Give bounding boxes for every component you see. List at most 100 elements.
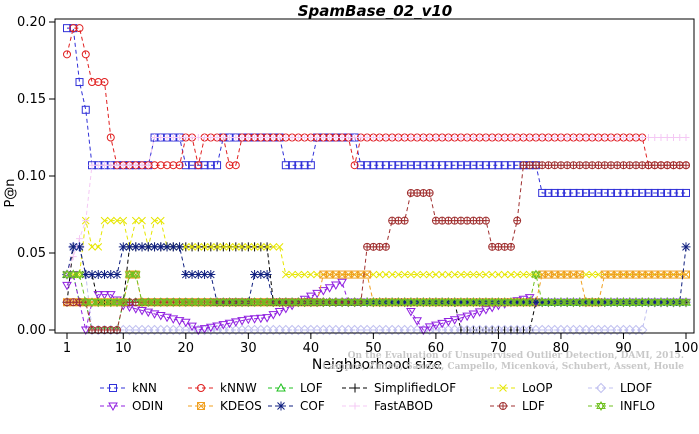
data-point-knn [456,161,465,170]
data-point-knnw [88,78,97,87]
data-point-inflo [512,297,523,308]
data-point-loop [244,242,253,251]
data-point-inflo [349,297,360,308]
credit-line-2: On the Evaluation of Unsupervised Outlie… [348,351,684,361]
data-point-inflo [474,297,485,308]
data-point-loop [457,270,465,279]
data-point-ldof [637,324,648,336]
data-point-knn [544,188,553,197]
data-point-loop [281,270,290,279]
data-point-inflo [305,297,316,308]
data-point-loop [119,216,128,225]
data-point-kdeos [682,270,690,279]
data-point-knn [682,188,690,197]
data-point-fastabod [226,134,234,141]
data-point-odin [237,317,247,326]
data-point-fastabod [457,134,465,141]
data-point-inflo [330,297,341,308]
data-point-knn [281,161,290,170]
data-point-knn [375,161,384,170]
data-point-cof [156,242,166,252]
legend-marker-fastabod [351,402,359,410]
data-point-knn [619,188,628,197]
data-point-inflo [293,297,304,308]
data-point-inflo [324,297,335,308]
data-point-loop [507,270,515,279]
series-line-knnw [66,27,686,166]
data-point-inflo [649,297,660,308]
data-point-loop [200,242,209,251]
series-line-fastabod [66,137,686,275]
data-point-knn [438,161,447,170]
data-point-knn [675,188,684,197]
data-point-cof [137,242,147,252]
data-point-loop [156,216,165,225]
y-tick-label: 0.15 [17,92,46,107]
data-point-cof [456,297,466,307]
data-point-loop [500,270,509,279]
data-point-knn [669,188,678,197]
data-point-fastabod [369,134,377,141]
data-point-fastabod [538,134,546,141]
y-tick-label: 0.10 [17,169,46,184]
data-point-loop [432,270,440,279]
legend-item-loop: LoOP [490,381,553,395]
data-point-fastabod [144,161,152,169]
y-tick-label: 0.20 [17,15,46,30]
data-point-inflo [624,297,635,308]
data-point-fastabod [494,134,502,141]
data-point-cof [162,242,172,252]
data-point-fastabod [276,134,284,141]
legend-label-ldof: LDOF [620,381,652,395]
data-point-fastabod [326,134,334,141]
data-point-fastabod [601,134,609,141]
data-point-loop [150,216,159,225]
data-point-inflo [87,297,97,308]
data-point-cof [400,297,410,307]
data-point-loop [256,242,265,251]
data-point-inflo [162,297,172,308]
data-point-ldf [400,216,409,225]
data-point-fastabod [288,134,296,141]
data-point-odin [462,312,473,322]
data-point-inflo [443,297,454,308]
data-point-odin [274,308,285,317]
data-point-inflo [193,297,204,308]
data-point-knn [381,161,390,170]
data-point-odin [418,326,429,336]
data-point-fastabod [332,134,340,141]
data-point-loop [588,270,597,279]
data-point-loop [444,270,453,279]
data-point-inflo [287,297,297,308]
series-fastabod [63,134,690,279]
legend-label-lof: LOF [300,381,323,395]
data-point-odin [262,314,272,323]
data-point-cof [650,297,660,307]
data-point-loop [294,270,303,279]
data-point-loop [94,242,103,251]
data-point-fastabod [257,134,265,141]
data-point-fastabod [69,253,77,261]
data-point-loop [269,242,278,251]
data-point-inflo [237,297,247,308]
data-point-inflo [362,297,373,308]
data-point-fastabod [413,134,421,141]
data-point-loop [469,270,478,279]
legend-marker-inflo [596,401,606,411]
data-point-cof [181,270,191,280]
data-point-inflo [399,297,410,308]
data-point-fastabod [644,134,652,141]
data-point-inflo [393,297,404,308]
legend-label-simplifiedlof: SimplifiedLOF [374,381,456,395]
data-point-inflo [318,297,329,308]
data-point-fastabod [94,161,102,169]
data-point-fastabod [532,134,540,141]
data-point-knn [663,188,672,197]
data-point-cof [87,270,97,280]
data-point-cof [112,270,122,280]
data-point-fastabod [651,134,659,141]
data-point-knn [588,188,597,197]
data-point-fastabod [569,134,577,141]
x-tick-label: 90 [615,341,632,356]
data-point-fastabod [126,161,134,169]
